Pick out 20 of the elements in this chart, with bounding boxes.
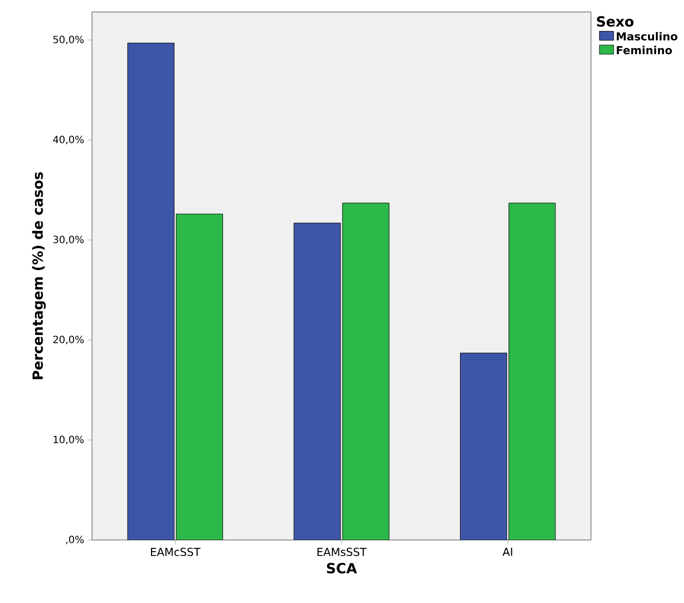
y-tick-label: 20,0% (53, 336, 84, 344)
y-axis-title: Percentagem (%) de casos (32, 172, 46, 380)
y-tick-label: ,0% (66, 536, 84, 544)
legend-label: Masculino (616, 32, 678, 40)
bar (176, 214, 223, 540)
legend-title: Sexo (597, 16, 634, 27)
y-tick-label: 50,0% (53, 36, 84, 44)
x-tick-label: AI (502, 548, 512, 556)
y-tick-label: 10,0% (54, 436, 84, 444)
bar (342, 202, 390, 540)
y-tick-label: 30,0% (53, 236, 84, 244)
x-axis-title: SCA (326, 562, 357, 574)
legend-label: Feminino (616, 46, 672, 54)
x-tick-label: EAMsSST (317, 548, 367, 556)
bar (294, 222, 341, 540)
x-tick-label: EAMcSST (150, 548, 200, 556)
y-tick-label: 40,0% (53, 136, 84, 144)
bar (127, 42, 174, 540)
bar (508, 202, 556, 540)
bar (460, 352, 508, 540)
